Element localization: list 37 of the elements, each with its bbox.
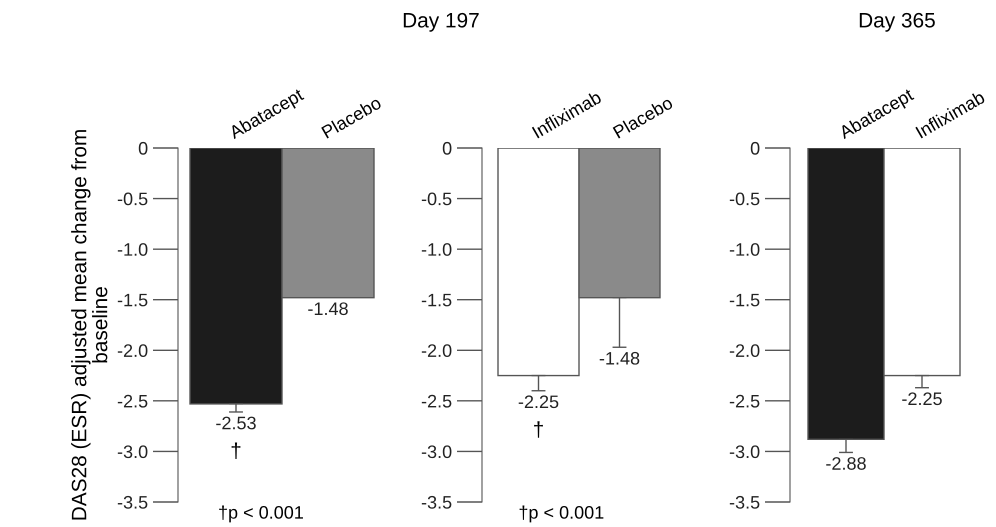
y-tick-label: 0 (750, 142, 760, 155)
y-tick-label: -0.5 (730, 192, 760, 206)
data-label: -2.88 (826, 457, 866, 470)
annotation: † (534, 421, 543, 438)
data-label: -2.53 (216, 416, 256, 430)
y-tick-label: -2.0 (730, 344, 760, 358)
data-label: -1.48 (600, 352, 640, 365)
y-tick-label: -1.0 (730, 243, 760, 256)
y-tick-label: -2.0 (118, 344, 148, 358)
y-tick-label: -1.0 (422, 243, 452, 256)
chart-title: Day 365 (860, 12, 935, 32)
y-tick-label: -1.0 (118, 243, 148, 256)
y-tick-label: -2.0 (422, 344, 452, 358)
y-tick-label: 0 (138, 142, 148, 155)
y-tick-label: -3.5 (422, 496, 452, 509)
y-tick-label: -3.0 (730, 445, 760, 458)
text: †p < 0.001 (219, 506, 303, 522)
y-tick-label: -2.5 (422, 394, 452, 408)
y-tick-label: -3.0 (118, 445, 148, 458)
y-tick-label: -3.5 (730, 496, 760, 509)
y-axis-title: DAS28 (ESR) adjusted mean change from baseline (71, 130, 108, 520)
data-label: -2.25 (518, 395, 558, 408)
text: Day 197 (404, 12, 479, 32)
y-tick-label: -1.5 (118, 294, 148, 306)
data-label: -2.25 (902, 392, 942, 406)
y-tick-label: -0.5 (422, 192, 452, 206)
data-label: -1.48 (308, 302, 348, 316)
y-tick-label: -0.5 (118, 192, 148, 206)
text: †p < 0.001 (520, 506, 604, 522)
y-tick-label: -1.5 (730, 294, 760, 306)
y-tick-label: -3.5 (118, 496, 148, 509)
y-tick-label: 0 (442, 142, 452, 155)
annotation: † (232, 442, 240, 460)
y-tick-label: -2.5 (730, 394, 760, 408)
y-tick-label: -3.0 (422, 445, 452, 458)
y-tick-label: -2.5 (118, 394, 148, 408)
y-tick-label: -1.5 (422, 294, 452, 306)
